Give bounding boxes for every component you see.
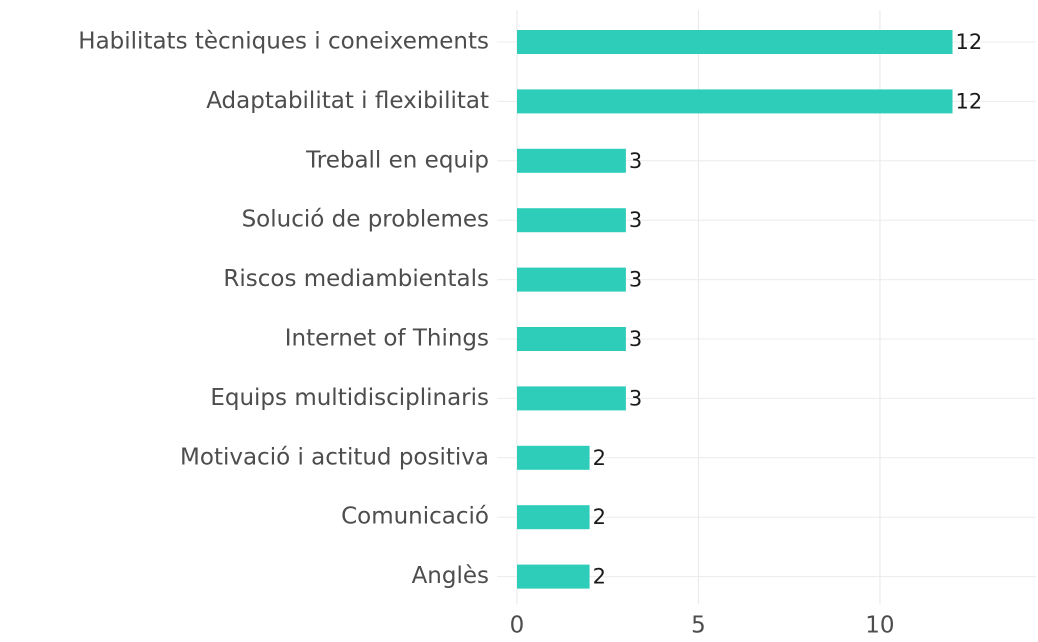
y-tick-label: Habilitats tècniques i coneixements — [78, 29, 489, 55]
bar — [517, 267, 626, 292]
y-tick-label: Comunicació — [341, 504, 489, 530]
value-label: 3 — [629, 149, 642, 173]
value-label: 3 — [629, 208, 642, 232]
bar — [517, 327, 626, 351]
y-tick-label: Anglès — [412, 563, 489, 589]
bar — [517, 386, 626, 411]
value-label: 12 — [956, 89, 983, 113]
bar — [517, 30, 953, 54]
x-tick-label: 0 — [510, 613, 525, 639]
value-label: 3 — [629, 386, 642, 410]
x-tick-label: 5 — [691, 613, 706, 639]
y-tick-label: Adaptabilitat i flexibilitat — [206, 88, 489, 114]
bar — [517, 89, 953, 114]
bar — [517, 445, 590, 470]
y-tick-label: Treball en equip — [305, 147, 489, 173]
y-tick-label: Riscos mediambientals — [223, 266, 489, 292]
y-tick-label: Motivació i actitud positiva — [180, 444, 489, 470]
value-label: 3 — [629, 327, 642, 351]
bar — [517, 564, 590, 589]
y-tick-label: Internet of Things — [285, 326, 489, 352]
bar — [517, 148, 626, 173]
x-tick-label: 10 — [865, 613, 894, 639]
value-label: 2 — [593, 505, 606, 529]
y-tick-label: Equips multidisciplinaris — [210, 385, 489, 411]
value-label: 2 — [593, 446, 606, 470]
bar — [517, 208, 626, 233]
value-label: 12 — [956, 30, 983, 54]
value-label: 2 — [593, 565, 606, 589]
value-label: 3 — [629, 268, 642, 292]
y-tick-label: Solució de problemes — [242, 207, 489, 233]
bar — [517, 505, 590, 530]
